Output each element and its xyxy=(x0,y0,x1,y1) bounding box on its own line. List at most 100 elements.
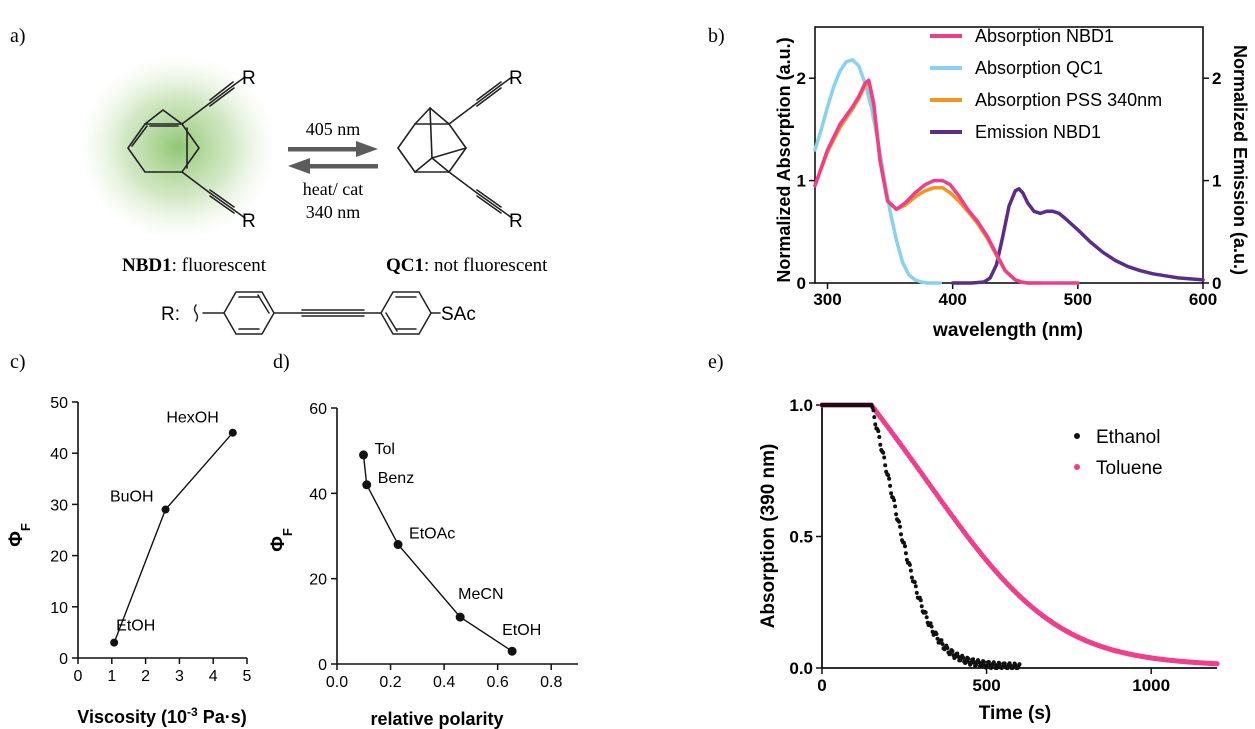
chart-d-ytick-label: 0 xyxy=(318,657,327,674)
chart-d-point-label: MeCN xyxy=(458,586,503,603)
chart-d-ytick-label: 20 xyxy=(309,572,327,589)
chart-e-legend-swatch xyxy=(1074,433,1080,439)
chart-d-ylabel: ΦF xyxy=(268,528,295,552)
qc1-desc: : not fluorescent xyxy=(424,255,548,276)
chart-b-ytick-label: 0 xyxy=(797,274,806,293)
chart-e-plot: 0 500 1000 0.0 0.5 1.0 Ethanol Toluene xyxy=(789,396,1219,695)
chart-e-point xyxy=(998,662,1002,666)
chart-c-ylabel: ΦF xyxy=(6,523,33,547)
chart-e-point xyxy=(941,642,945,646)
chart-e-point xyxy=(872,415,876,419)
chart-b-y2tick-label: 2 xyxy=(1212,69,1221,88)
chart-e-point xyxy=(950,649,954,653)
chart-d-point xyxy=(362,480,371,489)
chart-e-point xyxy=(915,591,919,595)
chart-e-point xyxy=(883,463,887,467)
chart-d-ylabel-sub: F xyxy=(280,528,295,536)
chart-e-point xyxy=(913,580,917,584)
chart-c-line xyxy=(114,433,233,643)
chart-c-xlabel-sup: -3 xyxy=(187,705,198,719)
panel-d-label: d) xyxy=(273,351,290,373)
chart-c-ytick-label: 30 xyxy=(50,497,68,514)
chart-e-point xyxy=(887,477,891,481)
chart-d-plot: 0.0 0.2 0.4 0.6 0.80204060TolBenzEtOAcMeCNEt… xyxy=(309,401,578,691)
chart-c-xtick-label: 4 xyxy=(209,668,218,685)
arrow-top-label: 405 nm xyxy=(306,119,361,139)
chart-e-point xyxy=(873,422,877,426)
chart-b-ytick-label: 1 xyxy=(797,172,806,191)
chart-e-point xyxy=(935,632,939,636)
chart-d-ytick-label: 40 xyxy=(309,486,327,503)
chart-e-point xyxy=(894,512,898,516)
chart-e-legend-label: Toluene xyxy=(1096,458,1163,479)
chart-e-point xyxy=(899,532,903,536)
chart-c-point-label: HexOH xyxy=(166,410,218,427)
chart-b-legend-label: Absorption NBD1 xyxy=(975,26,1114,46)
chart-b-plot: 300 400 500 600012012Absorption NBD1Absorpt… xyxy=(797,26,1222,309)
chart-d-ylabel-main: Φ xyxy=(268,536,289,552)
chart-e-ytick-label: 0.0 xyxy=(789,659,813,678)
chart-b-series-line xyxy=(953,189,1203,283)
chart-d-xtick-label: 0.0 xyxy=(326,674,348,691)
chart-b-series-line xyxy=(815,60,940,283)
chart-d-xlabel: relative polarity xyxy=(370,709,503,729)
chart-c-point-label: BuOH xyxy=(110,489,154,506)
chart-b-y2tick-label: 1 xyxy=(1212,172,1221,191)
chart-c-point-label: EtOH xyxy=(116,618,155,635)
r-group-structure xyxy=(195,292,441,334)
panel-e: e) 0 500 10000.00.51.0EthanolToluene Time … xyxy=(708,351,1220,724)
chart-d-point-label: EtOAc xyxy=(409,526,455,543)
chart-e-point xyxy=(881,451,885,455)
panel-b-label: b) xyxy=(708,25,725,47)
panel-c: c) 0 1 2 3 4 501020304050EtOHBuOHHexOH Viscos… xyxy=(6,351,252,727)
equilibrium-arrows xyxy=(288,141,378,174)
chart-e-point xyxy=(908,563,912,567)
chart-d-point-label: EtOH xyxy=(502,622,541,639)
qc1-r-top: R xyxy=(509,68,523,89)
chart-d-xtick-label: 0.2 xyxy=(379,674,401,691)
chart-c-point xyxy=(229,429,237,437)
chart-e-ytick-label: 1.0 xyxy=(789,396,813,415)
nbd1-caption: NBD1: fluorescent xyxy=(122,255,267,276)
chart-b-legend-label: Absorption PSS 340nm xyxy=(975,90,1162,110)
chart-d-xtick-label: 0.4 xyxy=(433,674,455,691)
chart-e-ylabel: Absorption (390 nm) xyxy=(758,444,779,629)
chart-e-point xyxy=(910,576,914,580)
arrow-bottom-label-2: 340 nm xyxy=(306,202,361,222)
chart-e-ytick-label: 0.5 xyxy=(789,528,813,547)
chart-e-point xyxy=(904,551,908,555)
panel-a: a) R R NBD1: fluorescent xyxy=(10,25,548,334)
chart-d-point-label: Benz xyxy=(378,470,414,487)
chart-b-ytick-label: 2 xyxy=(797,69,806,88)
chart-e-point xyxy=(903,544,907,548)
chart-e-point xyxy=(876,429,880,433)
chart-b-xtick-label: 400 xyxy=(938,290,966,309)
chart-e-point xyxy=(889,491,893,495)
chart-c-ytick-label: 20 xyxy=(50,549,68,566)
chart-c-ytick-label: 0 xyxy=(59,651,68,668)
chart-e-point xyxy=(888,484,892,488)
nbd1-r-bottom: R xyxy=(242,211,256,232)
chart-e-xtick-label: 500 xyxy=(972,676,1000,695)
nbd1-desc: : fluorescent xyxy=(172,255,267,276)
chart-b-xtick-label: 500 xyxy=(1064,290,1092,309)
chart-e-point xyxy=(925,615,929,619)
chart-c-xtick-label: 1 xyxy=(107,668,116,685)
chart-e-xtick-label: 1000 xyxy=(1132,676,1170,695)
chart-e-point xyxy=(1018,662,1022,666)
chart-d-xtick-label: 0.6 xyxy=(487,674,509,691)
chart-c-plot: 0 1 2 3 4 501020304050EtOHBuOHHexOH xyxy=(50,395,251,685)
chart-b-xlabel: wavelength (nm) xyxy=(932,320,1083,341)
chart-b-legend-label: Absorption QC1 xyxy=(975,58,1103,78)
chart-b-y2label: Normalized Emission (a.u.) xyxy=(1230,45,1250,275)
panel-c-label: c) xyxy=(10,351,26,373)
chart-d-point-label: Tol xyxy=(375,441,395,458)
chart-c-ytick-label: 40 xyxy=(50,446,68,463)
chart-c-ylabel-main: Φ xyxy=(6,531,27,547)
nbd1-name: NBD1 xyxy=(122,255,172,276)
panel-a-label: a) xyxy=(10,25,26,47)
chart-d-point xyxy=(394,540,403,549)
chart-d-point xyxy=(508,647,517,656)
